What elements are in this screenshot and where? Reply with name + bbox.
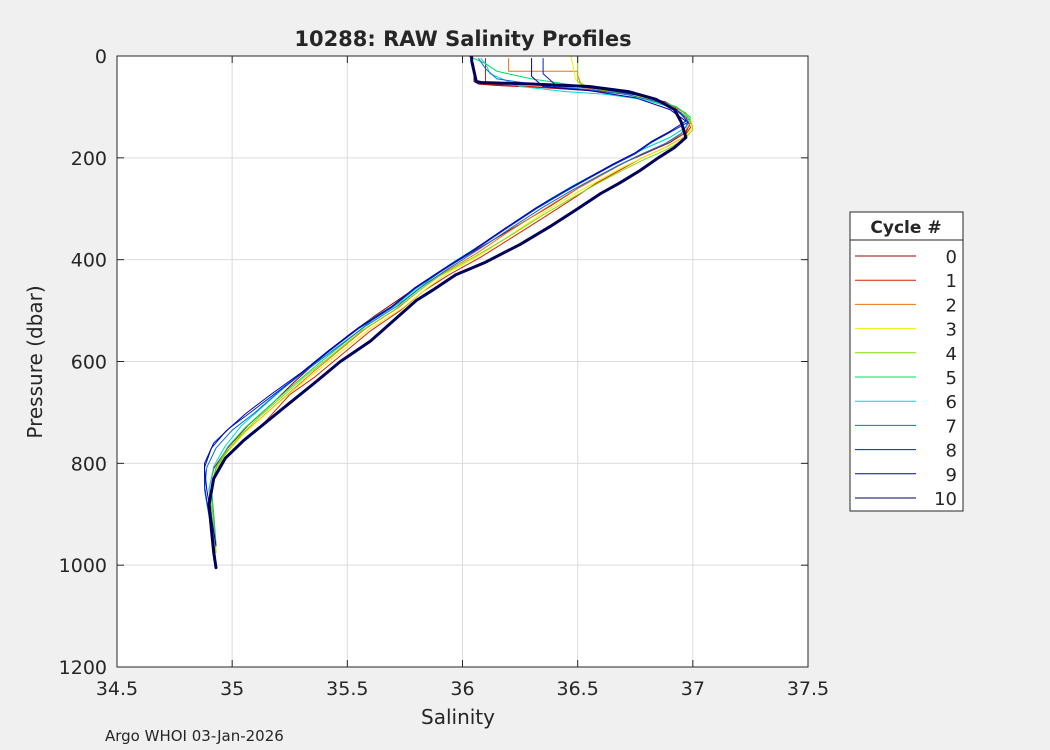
x-tick-label: 37 bbox=[681, 678, 705, 700]
legend-title: Cycle # bbox=[870, 218, 941, 238]
x-tick-label: 36 bbox=[450, 678, 474, 700]
x-axis-label: Salinity bbox=[421, 705, 495, 729]
legend-box bbox=[849, 211, 964, 512]
legend-label-cycle-4: 4 bbox=[946, 344, 957, 365]
y-tick-label: 800 bbox=[71, 453, 107, 475]
legend-label-cycle-2: 2 bbox=[946, 295, 957, 316]
y-axis-label: Pressure (dbar) bbox=[23, 285, 47, 438]
x-tick-label: 36.5 bbox=[557, 678, 599, 700]
legend-label-cycle-1: 1 bbox=[946, 271, 957, 292]
y-tick-label: 0 bbox=[95, 46, 107, 68]
series-line-cycle-10 bbox=[207, 56, 688, 570]
y-tick-label: 600 bbox=[71, 352, 107, 374]
series-line-cycle-7 bbox=[204, 58, 689, 546]
footer-text: Argo WHOI 03-Jan-2026 bbox=[105, 727, 284, 745]
legend-label-cycle-9: 9 bbox=[946, 465, 957, 486]
legend-label-cycle-0: 0 bbox=[946, 247, 957, 268]
y-tick-label: 200 bbox=[71, 148, 107, 170]
legend-entries: 0 1 2 3 4 5 6 7 8 9 10 bbox=[855, 247, 957, 510]
y-tick-label: 400 bbox=[71, 250, 107, 272]
legend-label-cycle-10: 10 bbox=[934, 489, 957, 510]
legend-label-cycle-3: 3 bbox=[946, 320, 957, 341]
x-tick-label: 35 bbox=[220, 678, 244, 700]
x-tick-label: 35.5 bbox=[326, 678, 368, 700]
x-tick-label: 37.5 bbox=[787, 678, 829, 700]
plot-area bbox=[204, 56, 694, 570]
legend-label-cycle-8: 8 bbox=[946, 441, 957, 462]
axis-ticks: 34.5 35 35.5 36 36.5 37 37.5 0 200 400 600 800 1000 1… bbox=[59, 46, 830, 700]
legend: Cycle # 0 1 2 3 4 5 6 7 8 9 10 bbox=[849, 211, 964, 512]
legend-label-cycle-5: 5 bbox=[946, 368, 957, 389]
y-tick-label: 1000 bbox=[59, 555, 107, 577]
y-tick-label: 1200 bbox=[59, 657, 107, 679]
legend-label-cycle-7: 7 bbox=[946, 416, 957, 437]
series-line-cycle-9 bbox=[204, 58, 687, 547]
legend-label-cycle-6: 6 bbox=[946, 392, 957, 413]
chart-title: 10288: RAW Salinity Profiles bbox=[294, 27, 631, 51]
x-tick-label: 34.5 bbox=[96, 678, 138, 700]
profile-lines bbox=[204, 56, 694, 570]
